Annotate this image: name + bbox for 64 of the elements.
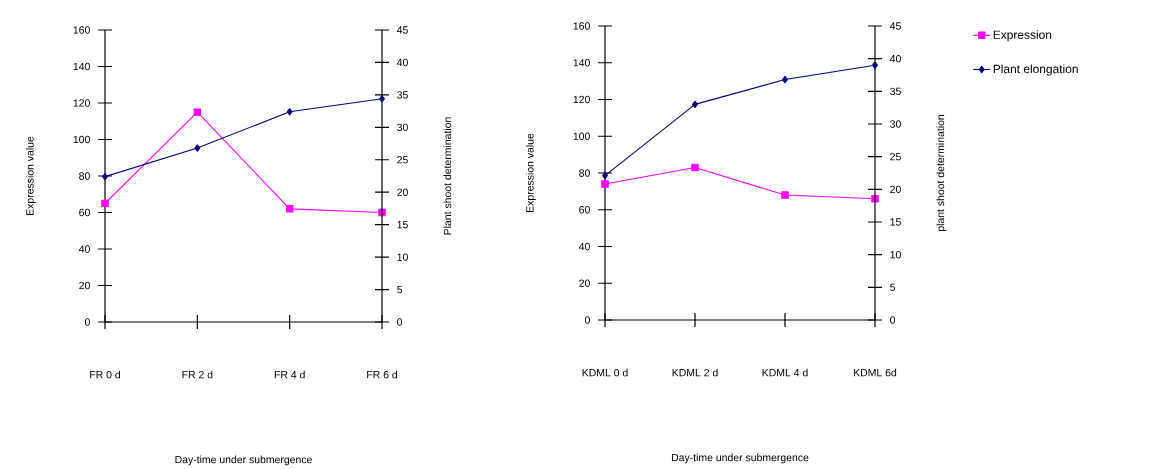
- x-axis-title: Day-time under submergence: [671, 453, 809, 464]
- y-tick-label: 140: [73, 62, 90, 71]
- y-tick-label: 100: [573, 132, 590, 141]
- y-tick-label: 140: [573, 59, 590, 67]
- y-tick-label: 40: [578, 242, 590, 251]
- point: [286, 108, 293, 116]
- y2-axis-title: plant shoot determination: [936, 115, 947, 232]
- y2-tick-label: 0: [397, 318, 403, 326]
- y2-tick-label: 10: [890, 251, 901, 259]
- y-tick-label: 100: [73, 135, 90, 144]
- y-tick-label: 160: [73, 26, 90, 34]
- y-tick-label: 60: [79, 208, 90, 217]
- point: [102, 173, 108, 181]
- x-tick-label: KDML 6d: [854, 368, 897, 377]
- legend-label: Plant elongation: [993, 64, 1078, 76]
- y2-tick-label: 35: [397, 91, 408, 99]
- x-tick-label: FR 6 d: [367, 370, 398, 379]
- x-axis-title: Day-time under submergence: [175, 455, 312, 466]
- point: [285, 205, 294, 213]
- point: [781, 191, 789, 199]
- x-tick-label: FR 2 d: [182, 370, 213, 379]
- legend-label: Expression: [993, 30, 1052, 42]
- y-tick-label: 40: [78, 245, 90, 253]
- y2-tick-label: 15: [397, 221, 408, 229]
- y2-tick-label: 35: [890, 87, 901, 96]
- y2-tick-label: 20: [397, 188, 408, 197]
- point: [194, 144, 201, 152]
- x-tick-label: KDML 0 d: [582, 368, 628, 377]
- y-tick-label: 80: [79, 172, 90, 180]
- point: [691, 163, 699, 172]
- y2-tick-label: 40: [889, 55, 901, 63]
- y2-tick-label: 25: [397, 156, 408, 164]
- y2-tick-label: 40: [396, 58, 408, 67]
- y2-tick-label: 30: [890, 120, 901, 128]
- x-tick-label: KDML 4 d: [762, 368, 808, 377]
- y2-tick-label: 10: [397, 253, 408, 261]
- y2-tick-label: 25: [890, 153, 901, 161]
- y-axis-title: Expression value: [525, 133, 536, 213]
- y2-tick-label: 45: [396, 26, 408, 34]
- y2-tick-label: 15: [890, 218, 901, 226]
- y2-tick-label: 0: [890, 316, 896, 324]
- y-tick-label: 120: [73, 99, 90, 107]
- x-tick-label: FR 0 d: [90, 370, 121, 379]
- point: [193, 108, 202, 116]
- point: [379, 95, 385, 103]
- point: [101, 199, 109, 208]
- y-tick-label: 120: [573, 95, 590, 104]
- y-tick-label: 60: [579, 206, 590, 214]
- point: [601, 180, 609, 188]
- y-tick-label: 20: [579, 279, 590, 288]
- y2-tick-label: 5: [397, 286, 403, 294]
- y2-tick-label: 20: [890, 185, 901, 194]
- x-tick-label: FR 4 d: [274, 370, 305, 379]
- y-tick-label: 20: [79, 281, 90, 290]
- y2-tick-label: 45: [889, 22, 901, 30]
- y-axis-title: Expression value: [25, 136, 36, 216]
- y2-tick-label: 30: [397, 123, 408, 132]
- y-tick-label: 160: [573, 22, 590, 30]
- y2-tick-label: 5: [890, 283, 896, 292]
- y-tick-label: 0: [584, 316, 590, 324]
- x-tick-label: KDML 2 d: [672, 368, 718, 377]
- y-tick-label: 80: [579, 169, 590, 177]
- y-tick-label: 0: [84, 318, 90, 326]
- y2-axis-title: Plant shoot determination: [443, 117, 452, 235]
